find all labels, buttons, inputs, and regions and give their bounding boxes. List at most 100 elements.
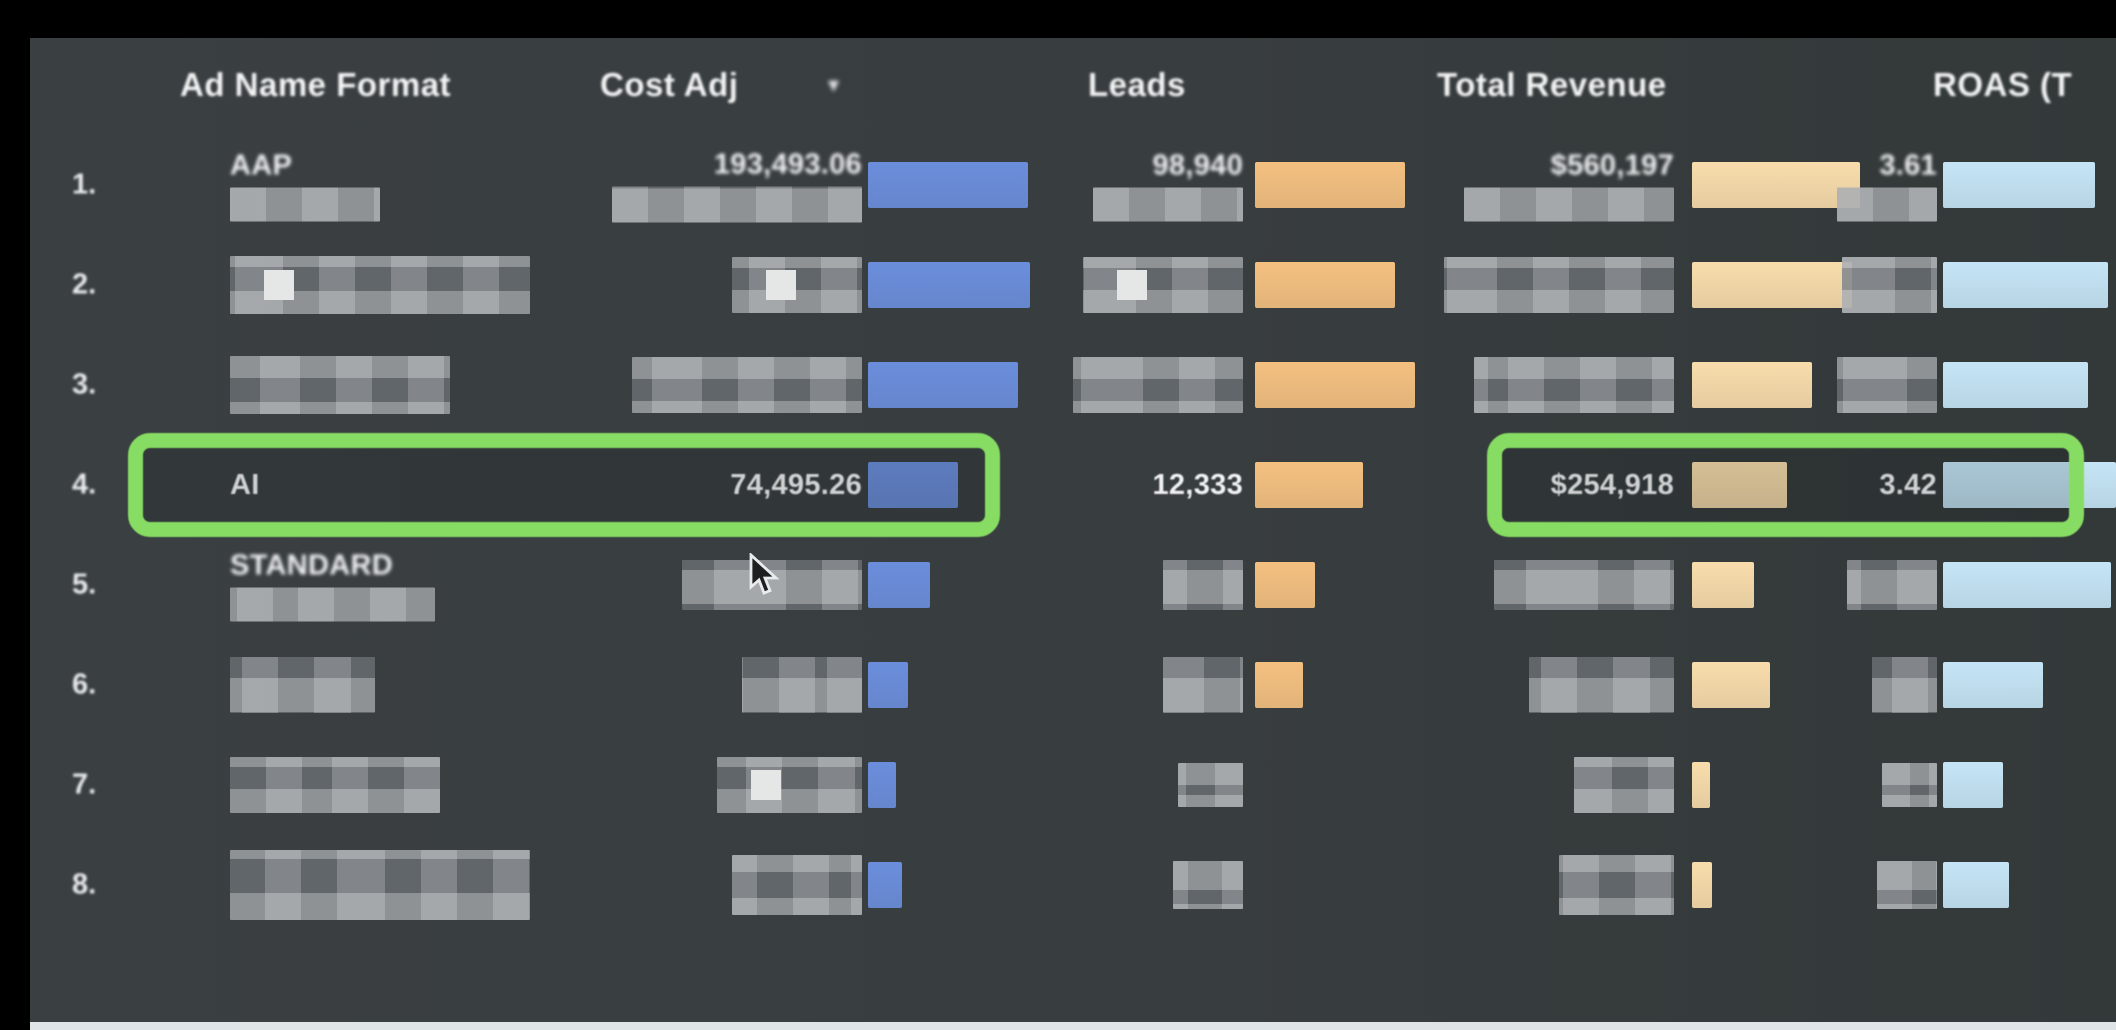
redaction-pixelation-block xyxy=(732,855,862,915)
redaction-pixelation-block xyxy=(1559,855,1674,915)
cell-leads-value: 98,940 xyxy=(1152,149,1243,182)
mouse-cursor-icon xyxy=(749,553,780,595)
column-header-ad-name-format[interactable]: Ad Name Format xyxy=(180,66,452,103)
column-header-leads[interactable]: Leads xyxy=(1088,66,1186,103)
roas-bar xyxy=(1943,462,2116,508)
redaction-pixelation-block xyxy=(632,357,862,413)
redaction-pixelation-block xyxy=(1494,560,1674,610)
cell-name-value: AAP xyxy=(230,149,293,182)
cell-roas xyxy=(1842,257,1937,313)
cell-cost xyxy=(717,757,862,813)
cell-name: AAP xyxy=(230,149,380,222)
column-header-total-revenue[interactable]: Total Revenue xyxy=(1437,66,1667,103)
redaction-pixelation-block xyxy=(1529,657,1674,713)
redaction-pixelation-block xyxy=(230,587,435,622)
cell-cost: 74,495.26 xyxy=(730,468,862,502)
cell-revenue xyxy=(1574,757,1674,813)
cell-leads xyxy=(1083,257,1243,313)
redaction-pixelation-block xyxy=(230,757,440,813)
table-row: 8. xyxy=(30,835,2116,935)
cell-roas xyxy=(1847,560,1937,610)
redaction-pixelation-block xyxy=(1842,257,1937,313)
table-row: 6. xyxy=(30,635,2116,735)
table-row: 5. STANDARD xyxy=(30,535,2116,635)
table-row: 3. xyxy=(30,335,2116,435)
roas-bar xyxy=(1943,662,2043,708)
cell-revenue-value: $560,197 xyxy=(1550,149,1674,182)
table-body: 1. AAP 193,493.06 98,940 $560,197 3.61 2. 3. 4. A… xyxy=(30,135,2116,935)
cell-revenue: $560,197 xyxy=(1464,149,1674,222)
leads-bar xyxy=(1255,262,1395,308)
revenue-bar xyxy=(1692,362,1812,408)
redaction-pixelation-block xyxy=(1872,657,1937,713)
redaction-pixelation-block xyxy=(1847,560,1937,610)
cell-roas: 3.61 xyxy=(1837,149,1937,222)
revenue-bar xyxy=(1692,562,1754,608)
redaction-pixelation-block xyxy=(1073,357,1243,413)
table-row: 4. AI 74,495.26 12,333 $254,918 3.42 xyxy=(30,435,2116,535)
revenue-bar xyxy=(1692,762,1710,808)
window-bottom-edge xyxy=(30,1022,2116,1030)
cost-bar xyxy=(868,462,958,508)
cell-roas xyxy=(1882,763,1937,807)
cell-cost xyxy=(682,560,862,610)
cell-roas-value: 3.61 xyxy=(1879,149,1937,182)
highlight-box-row4-left xyxy=(128,433,1000,537)
cell-roas xyxy=(1872,657,1937,713)
cell-cost-value: 74,495.26 xyxy=(730,469,862,501)
revenue-bar xyxy=(1692,162,1860,208)
cell-cost xyxy=(732,257,862,313)
report-table-panel: Ad Name Format Cost Adj ▾ Leads Total Re… xyxy=(30,38,2116,1022)
redaction-bright-square xyxy=(1117,270,1147,300)
cell-name xyxy=(230,757,440,813)
redaction-pixelation-block xyxy=(1083,257,1243,313)
cost-bar xyxy=(868,662,908,708)
cell-revenue xyxy=(1559,855,1674,915)
redaction-pixelation-block xyxy=(1163,560,1243,610)
cell-name xyxy=(230,356,450,414)
redaction-pixelation-block xyxy=(717,757,862,813)
table-row: 1. AAP 193,493.06 98,940 $560,197 3.61 xyxy=(30,135,2116,235)
redaction-pixelation-block xyxy=(1173,861,1243,909)
sort-descending-icon[interactable]: ▾ xyxy=(828,72,840,97)
redaction-pixelation-block xyxy=(732,257,862,313)
redaction-bright-square xyxy=(766,270,796,300)
cell-cost xyxy=(632,357,862,413)
redaction-pixelation-block xyxy=(742,657,862,713)
cell-cost xyxy=(732,855,862,915)
revenue-bar xyxy=(1692,462,1787,508)
leads-bar xyxy=(1255,662,1303,708)
redaction-pixelation-block xyxy=(612,186,862,223)
redaction-pixelation-block xyxy=(1464,187,1674,222)
redaction-pixelation-block xyxy=(230,187,380,222)
cell-leads: 12,333 xyxy=(1153,468,1244,502)
cell-revenue xyxy=(1494,560,1674,610)
column-header-roas[interactable]: ROAS (T xyxy=(1933,66,2073,103)
revenue-bar xyxy=(1692,262,1852,308)
redaction-pixelation-block xyxy=(1444,257,1674,313)
roas-bar xyxy=(1943,562,2111,608)
redaction-bright-square xyxy=(264,270,294,300)
redaction-pixelation-block xyxy=(1837,357,1937,413)
cell-name xyxy=(230,657,375,713)
column-header-cost-adj[interactable]: Cost Adj xyxy=(600,66,739,103)
cell-name: AI xyxy=(230,468,260,502)
table-row: 2. xyxy=(30,235,2116,335)
cell-revenue xyxy=(1474,357,1674,413)
revenue-bar xyxy=(1692,862,1712,908)
table-row: 7. xyxy=(30,735,2116,835)
cell-name: STANDARD xyxy=(230,549,435,622)
cell-leads xyxy=(1163,657,1243,713)
cell-cost: 193,493.06 xyxy=(612,148,862,223)
leads-bar xyxy=(1255,462,1363,508)
redaction-pixelation-block xyxy=(1574,757,1674,813)
cell-name xyxy=(230,850,530,920)
cost-bar xyxy=(868,862,902,908)
redaction-pixelation-block xyxy=(230,850,530,920)
cell-cost-value: 193,493.06 xyxy=(713,148,862,181)
leads-bar xyxy=(1255,162,1405,208)
row-number: 6. xyxy=(72,668,97,701)
revenue-bar xyxy=(1692,662,1770,708)
cell-name-value: STANDARD xyxy=(230,549,393,582)
cell-revenue-value: $254,918 xyxy=(1550,469,1674,501)
